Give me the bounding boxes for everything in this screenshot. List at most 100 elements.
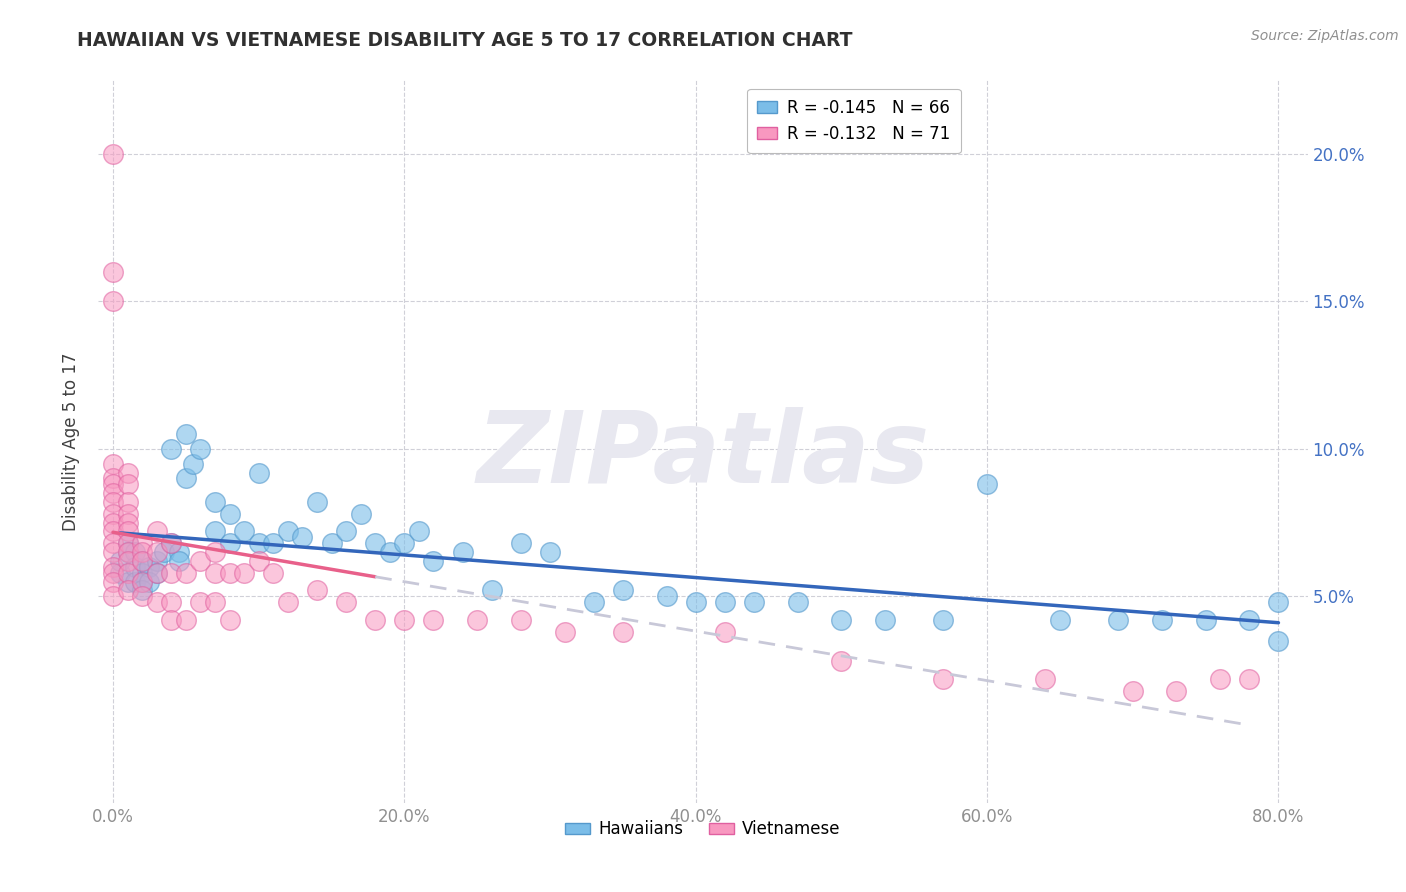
Point [145, 554, 167, 568]
Point [131, 545, 153, 559]
Point [117, 466, 139, 480]
Point [181, 457, 204, 471]
Point [101, 545, 124, 559]
Point [204, 524, 226, 539]
Point [481, 583, 503, 598]
Point [190, 595, 212, 609]
Point [786, 595, 808, 609]
Point [335, 524, 357, 539]
Point [145, 545, 167, 559]
Point [101, 560, 124, 574]
Point [145, 566, 167, 580]
Point [101, 566, 124, 580]
Point [117, 583, 139, 598]
Point [714, 624, 737, 639]
Point [174, 566, 197, 580]
Point [160, 536, 183, 550]
Point [117, 477, 139, 491]
Point [277, 524, 299, 539]
Point [101, 477, 124, 491]
Point [101, 524, 124, 539]
Point [101, 516, 124, 530]
Point [335, 595, 357, 609]
Text: HAWAIIAN VS VIETNAMESE DISABILITY AGE 5 TO 17 CORRELATION CHART: HAWAIIAN VS VIETNAMESE DISABILITY AGE 5 … [77, 31, 853, 50]
Point [247, 466, 270, 480]
Point [174, 613, 197, 627]
Point [138, 574, 160, 589]
Point [204, 495, 226, 509]
Point [124, 560, 146, 574]
Point [131, 566, 153, 580]
Point [131, 574, 153, 589]
Point [145, 595, 167, 609]
Point [101, 294, 124, 309]
Point [714, 595, 737, 609]
Point [174, 427, 197, 442]
Point [117, 554, 139, 568]
Point [167, 545, 190, 559]
Point [131, 574, 153, 589]
Point [124, 545, 146, 559]
Point [131, 536, 153, 550]
Point [167, 554, 190, 568]
Point [160, 442, 183, 456]
Point [233, 524, 256, 539]
Point [101, 507, 124, 521]
Point [932, 613, 955, 627]
Point [277, 595, 299, 609]
Point [830, 613, 852, 627]
Point [145, 566, 167, 580]
Point [204, 595, 226, 609]
Point [685, 595, 707, 609]
Point [465, 613, 488, 627]
Point [233, 566, 256, 580]
Point [875, 613, 897, 627]
Point [742, 595, 765, 609]
Legend: Hawaiians, Vietnamese: Hawaiians, Vietnamese [558, 814, 848, 845]
Point [160, 566, 183, 580]
Point [131, 590, 153, 604]
Point [101, 536, 124, 550]
Point [976, 477, 998, 491]
Point [291, 530, 314, 544]
Point [101, 590, 124, 604]
Point [1049, 613, 1071, 627]
Point [117, 545, 139, 559]
Point [538, 545, 561, 559]
Point [204, 545, 226, 559]
Point [218, 536, 240, 550]
Point [1107, 613, 1129, 627]
Point [1239, 613, 1261, 627]
Text: Source: ZipAtlas.com: Source: ZipAtlas.com [1251, 29, 1399, 43]
Point [1122, 683, 1144, 698]
Point [160, 595, 183, 609]
Point [138, 560, 160, 574]
Point [145, 524, 167, 539]
Point [932, 672, 955, 686]
Point [117, 536, 139, 550]
Point [305, 495, 328, 509]
Point [1239, 672, 1261, 686]
Point [1033, 672, 1056, 686]
Point [117, 507, 139, 521]
Point [554, 624, 576, 639]
Point [160, 613, 183, 627]
Point [394, 536, 416, 550]
Point [582, 595, 605, 609]
Point [612, 624, 634, 639]
Point [101, 574, 124, 589]
Point [117, 545, 139, 559]
Point [1267, 595, 1289, 609]
Y-axis label: Disability Age 5 to 17: Disability Age 5 to 17 [62, 352, 80, 531]
Point [612, 583, 634, 598]
Point [364, 613, 387, 627]
Point [190, 442, 212, 456]
Point [408, 524, 430, 539]
Point [101, 265, 124, 279]
Point [131, 583, 153, 598]
Point [218, 566, 240, 580]
Point [101, 486, 124, 500]
Point [422, 554, 444, 568]
Point [101, 147, 124, 161]
Point [394, 613, 416, 627]
